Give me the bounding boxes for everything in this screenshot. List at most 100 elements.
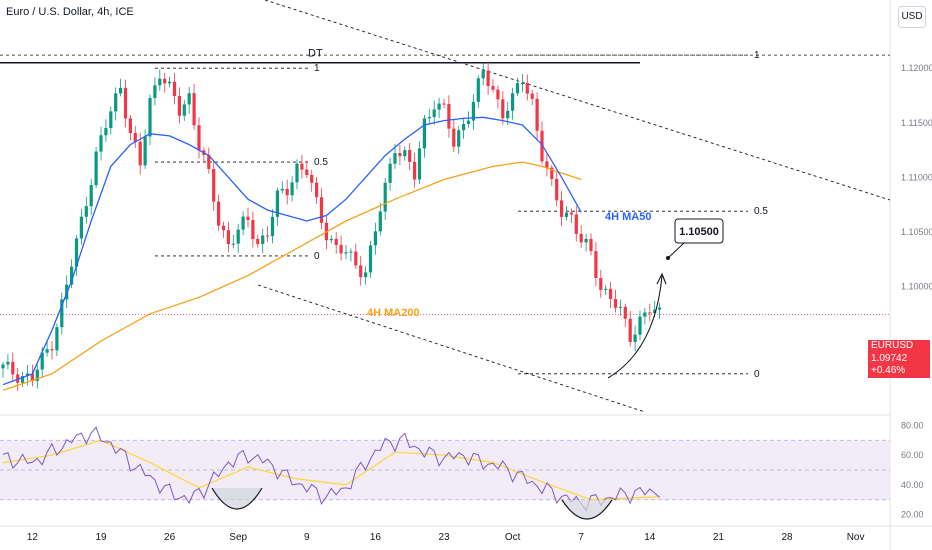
candle [530,93,534,99]
projection-arrow [607,275,663,379]
candle [354,251,358,266]
candle [163,78,167,84]
candle [599,277,603,290]
candle [187,93,191,105]
candle [280,188,284,191]
candle [153,85,157,99]
fib-left-label-2: 0 [314,251,320,262]
candle [437,103,441,110]
candle [427,117,431,119]
candle [618,306,622,308]
ma50-label: 4H MA50 [605,211,651,223]
fib-right-label-0: 1 [754,50,760,61]
candle [481,70,485,79]
candle [653,309,657,314]
candle [55,327,59,351]
candle [442,103,446,105]
candle [628,318,632,342]
candle [555,178,559,201]
candle [569,212,573,215]
candle [246,216,250,221]
xtick-1: 19 [95,532,107,543]
upper-trendline [264,0,891,201]
candle [457,130,461,147]
candle [50,349,54,351]
candle [604,288,608,290]
candle [79,216,83,239]
candle [329,238,333,241]
candle [359,265,363,278]
candle [486,70,490,87]
candle [99,135,103,152]
price-tag-symbol: EURUSD [871,340,914,351]
candle [383,182,387,212]
candle [452,128,456,147]
candle [368,245,373,273]
candle [231,243,235,245]
candle [70,266,74,285]
target-pointer [667,242,685,259]
candle [94,151,98,186]
xtick-2: 26 [164,532,176,543]
candle [643,312,647,317]
candle [60,299,64,328]
candle [388,163,392,183]
candle [251,220,255,239]
rsi-tick-1: 60.00 [901,450,924,460]
candle [25,373,30,377]
candle [177,96,181,116]
candle [613,298,618,308]
rsi-tick-3: 20.00 [901,510,924,520]
ytick-4: 1.10000 [901,281,932,291]
candle [432,109,436,118]
candle [207,154,211,170]
xtick-9: 14 [644,532,656,543]
candle [84,206,88,217]
candle [285,188,289,196]
candle [197,125,201,151]
candle [648,312,652,314]
candle [319,197,324,223]
ma50-line [2,116,582,386]
candle [545,161,549,168]
candle [266,235,270,237]
fib-left-label-1: 0.5 [314,157,328,168]
candle [491,86,495,90]
currency-button[interactable]: USD [898,6,926,28]
candle [511,93,515,111]
candle [138,141,142,166]
ma200-line [2,161,582,391]
candle [466,120,471,125]
candle [256,238,260,244]
candle [334,238,338,245]
candle [261,235,265,244]
candle [525,82,529,94]
fib-right-label-1: 0.5 [754,206,768,217]
candle [623,306,627,319]
candle [506,110,510,119]
candle [11,361,15,375]
rsi-bottom-arc-1 [211,487,263,510]
candle [364,272,368,278]
candle [560,200,564,217]
candle [221,225,226,231]
candle [349,251,353,253]
candle [212,169,216,202]
price-tag-countdown: 00:05 [871,377,897,389]
projection-arrow-head [656,272,667,285]
candle [574,214,578,234]
candle [30,373,34,382]
candle [40,352,44,370]
candle [148,98,152,137]
candle [315,182,319,198]
candle [579,233,583,243]
xtick-3: Sep [229,532,247,543]
target-box [674,218,724,244]
last-price-tag: EURUSD 1.09742 +0.46% 00:05 [868,340,930,389]
candle [123,87,128,119]
candle [496,89,500,100]
candle [658,307,662,310]
price-tag-change: +0.46% [871,365,906,376]
xtick-0: 12 [27,532,39,543]
